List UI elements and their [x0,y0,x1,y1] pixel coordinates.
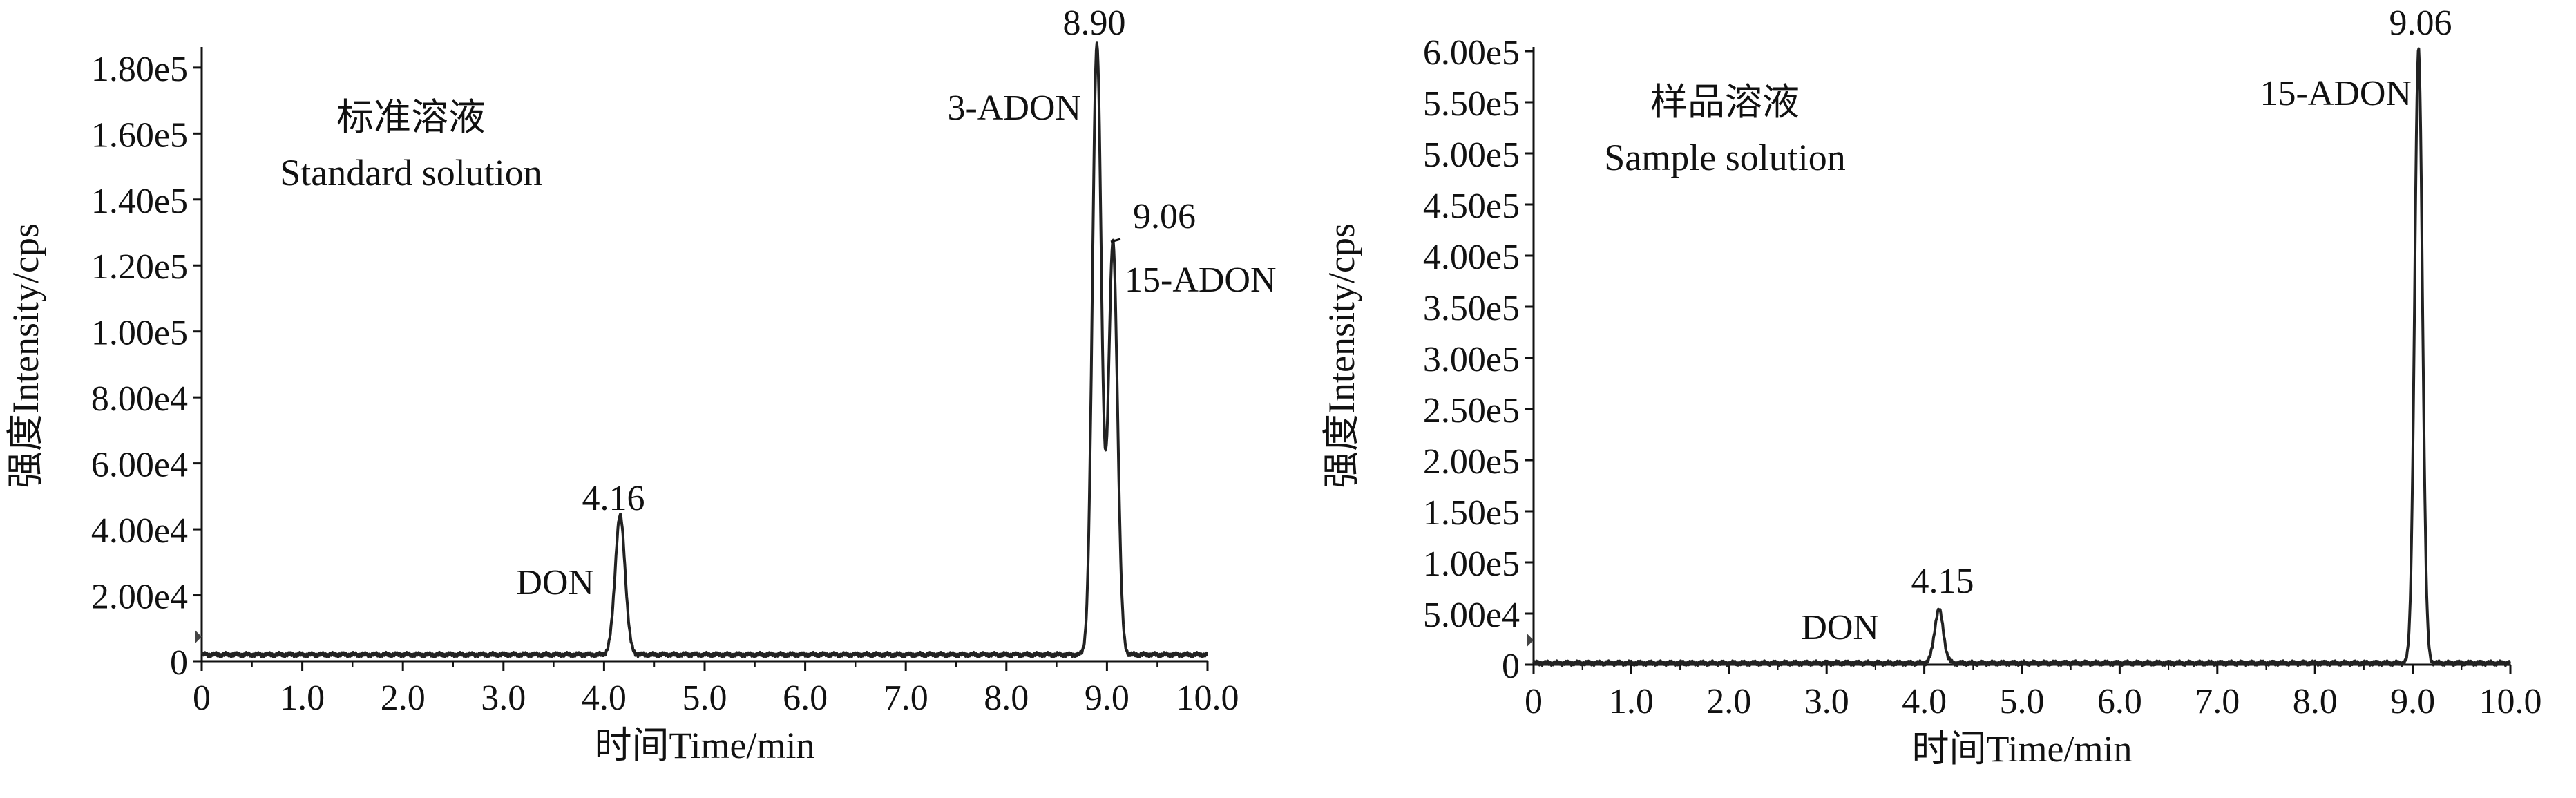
y-tick-label: 6.00e4 [91,446,188,485]
y-tick-label: 3.00e5 [1423,340,1520,379]
y-tick-label: 4.00e4 [91,511,188,551]
x-tick-label: 9.0 [2390,682,2435,721]
x-tick-label: 9.0 [1085,678,1129,718]
y-tick-label: 1.80e5 [91,50,188,89]
x-tick-label: 3.0 [1804,682,1849,721]
x-tick-label: 5.0 [683,678,727,718]
y-axis-title: 强度Intensity/cps [5,223,46,488]
y-tick-label: 0 [170,643,188,683]
x-tick-label: 2.0 [1706,682,1751,721]
x-tick-label: 7.0 [884,678,928,718]
y-tick-label: 5.00e5 [1423,135,1520,175]
y-tick-label: 0 [1502,647,1520,686]
y-tick-label: 2.00e5 [1423,442,1520,482]
x-tick-label: 3.0 [481,678,526,718]
y-tick-label: 1.20e5 [91,247,188,287]
baseline-marker [1527,633,1534,647]
x-tick-label: 10.0 [1176,678,1239,718]
x-tick-label: 4.0 [1902,682,1947,721]
y-axis-title: 强度Intensity/cps [1321,223,1362,488]
y-tick-label: 6.00e5 [1423,33,1520,73]
sample-label-en: Sample solution [1604,137,1846,178]
peak-name-label: 15-ADON [1125,260,1277,300]
y-tick-label: 4.50e5 [1423,187,1520,226]
peak-rt-label: 9.06 [1133,197,1196,236]
peak-name-label: DON [1801,608,1879,647]
x-tick-label: 6.0 [2097,682,2142,721]
sample-label-en: Standard solution [280,152,542,193]
peak-name-label: DON [516,563,594,602]
x-tick-label: 6.0 [783,678,828,718]
y-tick-label: 2.50e5 [1423,391,1520,430]
x-tick-label: 5.0 [2000,682,2045,721]
x-axis-title: 时间Time/min [1911,728,2132,770]
peak-leader-line [1110,238,1121,243]
y-tick-label: 5.50e5 [1423,84,1520,124]
chart-panel-left: 0 2.00e4 4.00e4 6.00e4 8.00e4 1.00e5 1.20e5 1.4… [5,3,1277,766]
y-tick-label: 1.60e5 [91,115,188,155]
x-tick-label: 0 [1525,682,1543,721]
peak-rt-label: 8.90 [1063,3,1126,43]
x-tick-label: 2.0 [381,678,426,718]
chromatogram-trace [200,41,1209,658]
y-tick-label: 2.00e4 [91,578,188,617]
x-tick-label: 4.0 [582,678,627,718]
x-tick-label: 1.0 [1609,682,1654,721]
y-tick-label: 1.50e5 [1423,493,1520,533]
y-tick-label: 3.50e5 [1423,289,1520,328]
sample-label-cn: 标准溶液 [336,97,486,138]
x-tick-label: 8.0 [984,678,1029,718]
peak-name-label: 3-ADON [947,88,1081,128]
baseline-marker [195,629,202,644]
y-tick-label: 1.40e5 [91,182,188,221]
chart-panel-right: 0 5.00e4 1.00e5 1.50e5 2.00e5 2.50e5 3.00e5 3.5… [1321,3,2542,770]
y-tick-label: 8.00e4 [91,379,188,419]
y-tick-label: 1.00e5 [1423,544,1520,584]
x-tick-label: 10.0 [2479,682,2542,721]
x-tick-label: 7.0 [2195,682,2240,721]
peak-rt-label: 4.16 [582,479,645,518]
x-tick-label: 1.0 [280,678,325,718]
y-tick-label: 4.00e5 [1423,238,1520,277]
peak-rt-label: 9.06 [2389,3,2452,43]
sample-label-cn: 样品溶液 [1650,82,1800,123]
peak-name-label: 15-ADON [2260,74,2412,113]
y-tick-label: 1.00e5 [91,314,188,353]
chromatogram-trace [1532,47,2512,667]
x-axis-title: 时间Time/min [594,725,814,766]
peak-rt-label: 4.15 [1911,562,1974,601]
x-tick-label: 8.0 [2293,682,2338,721]
y-tick-label: 5.00e4 [1423,596,1520,635]
x-tick-label: 0 [193,678,211,718]
